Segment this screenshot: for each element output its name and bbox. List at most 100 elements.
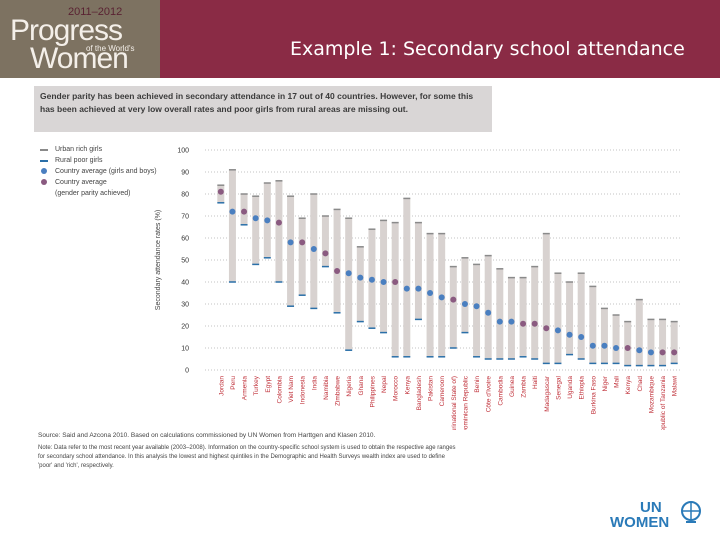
range-bar [356,246,364,322]
country-average-point [392,279,399,285]
x-tick-label: Armenia [242,376,249,401]
range-bar [287,196,295,307]
range-bar [345,218,353,351]
range-bar [577,273,585,359]
x-tick-label: Morocco [393,376,400,401]
x-tick-label: Senegal [555,375,562,399]
legend-parity-note: (gender parity achieved) [55,190,131,197]
country-average-point [427,290,434,296]
y-tick-label: 100 [177,148,189,155]
country-average-point [345,270,352,277]
x-tick-label: Ethiopia [579,376,586,400]
legend-rural-poor: Rural poor girls [40,155,180,166]
range-bar [414,222,422,320]
country-average-point [287,239,294,246]
country-average-point [357,274,364,281]
country-average-point [229,208,236,215]
chart-headline: Gender parity has been achieved in secon… [34,86,492,132]
y-tick-label: 90 [181,170,189,177]
range-bar [542,233,550,364]
country-average-point [264,217,271,224]
range-bar [473,264,481,357]
range-bar [670,321,678,364]
range-bar [554,273,562,364]
x-tick-label: Philippines [369,375,376,407]
x-tick-label: Viet Nam [288,376,295,403]
un-women-logo-line1: UN [640,499,662,516]
y-tick-label: 80 [181,192,189,199]
x-tick-label: India [311,376,318,390]
y-tick-label: 0 [185,368,189,375]
range-bar [449,266,457,348]
source-note: Source: Said and Azcona 2010. Based on c… [38,432,376,439]
x-tick-label: Namibia [323,376,330,400]
country-average-point [450,296,457,303]
country-average-point [217,188,224,195]
country-average-point [659,349,666,356]
x-tick-label: Cameroon [439,376,446,407]
country-average-point [241,208,248,215]
x-tick-label: Egypt [265,376,272,393]
country-average-point [473,303,480,310]
un-women-logo: UN WOMEN [610,500,669,530]
slide-title: Example 1: Secondary school attendance [290,38,685,60]
country-average-point [520,320,527,327]
progress-logo: 2011–2012 Progress of the World's Women [0,0,160,78]
x-tick-label: United Republic of Tanzania [660,376,667,430]
country-average-point [322,250,329,257]
x-tick-label: Mali [614,376,621,388]
x-tick-label: Mozambique [648,376,655,414]
range-bar [298,218,306,296]
country-average-point [601,342,608,349]
x-tick-label: Burkina Faso [590,376,597,415]
range-bar [461,257,469,333]
legend-country-average-parity: Country average [40,177,180,188]
x-tick-label: Colombia [276,376,283,404]
x-tick-label: Nigeria [346,376,353,397]
country-average-point [403,285,410,292]
range-bar [600,308,608,364]
x-tick-label: Kenya [404,376,411,395]
range-bar [275,180,283,282]
x-tick-label: Zimbabwe [335,376,342,406]
country-average-point [671,349,678,356]
y-axis-label: Secondary attendance rates (%) [155,210,162,310]
country-average-point [415,285,422,292]
range-bar [647,319,655,366]
range-bar [228,169,236,282]
range-bar [252,196,260,265]
un-women-emblem-icon [681,501,701,523]
y-tick-label: 30 [181,302,189,309]
x-tick-label: Zambia [521,376,528,398]
x-tick-label: Pakistan [428,376,435,401]
country-average-point [485,309,492,316]
x-tick-label: Niger [602,375,609,391]
y-tick-label: 50 [181,258,189,265]
x-tick-label: Peru [230,376,237,390]
country-average-point [624,345,631,351]
country-average-point [566,331,573,338]
method-note: Note: Data refer to the most recent year… [38,445,456,469]
legend-country-average: Country average (girls and boys) [40,166,180,177]
x-tick-label: Uganda [567,376,574,399]
x-tick-label: Turkey [253,375,260,395]
country-average-point [461,301,468,307]
legend-urban-rich: Urban rich girls [40,144,180,155]
range-bar [566,282,574,355]
x-tick-label: Jordan [218,376,225,396]
x-tick-label: Bolivia (Plurinational State of) [451,376,458,430]
range-bar [507,277,515,359]
country-average-point [299,239,306,246]
range-bar [496,268,504,359]
logo-small-text: of the World's [86,44,135,53]
range-bar [635,299,643,366]
country-average-point [496,318,503,325]
x-tick-label: Benin [474,376,481,393]
country-average-point [380,279,387,285]
x-tick-label: Côte d'Ivoire [486,376,493,413]
y-tick-label: 60 [181,236,189,243]
country-average-point [438,294,445,301]
country-average-point [252,215,259,222]
range-bar [484,255,492,359]
chart-legend: Urban rich girls Rural poor girls Countr… [40,144,180,199]
